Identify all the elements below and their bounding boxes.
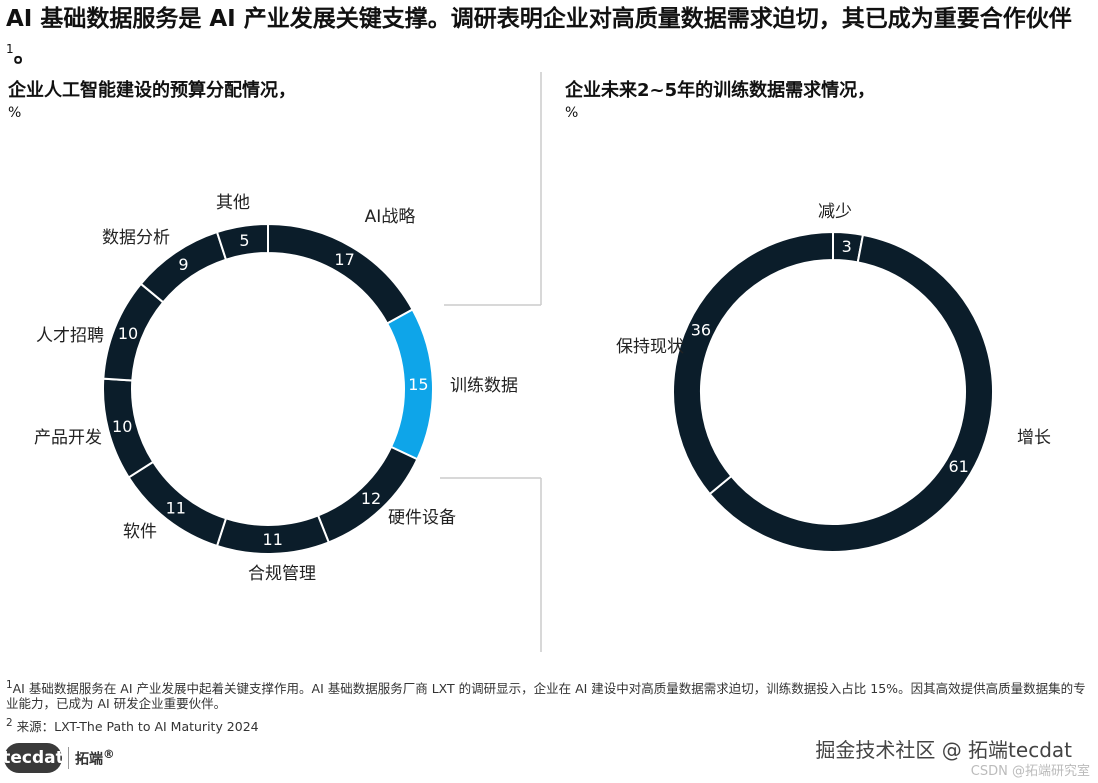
category-label-talent: 人才招聘	[36, 326, 104, 346]
category-label-maintain: 保持现状	[616, 337, 684, 357]
footnote-2-marker: 2	[6, 717, 13, 729]
value-label-hardware: 12	[361, 489, 381, 508]
value-label-compliance: 11	[263, 530, 283, 549]
value-label-ai-strategy: 17	[334, 250, 354, 269]
budget-chart-unit: %	[8, 105, 22, 121]
footnote-1-text: AI 基础数据服务在 AI 产业发展中起着关键支撑作用。AI 基础数据服务厂商 …	[6, 681, 1086, 712]
category-label-decrease: 减少	[818, 202, 852, 222]
watermark-main: 掘金技术社区 @ 拓端tecdat	[815, 738, 1072, 762]
category-label-compliance: 合规管理	[248, 564, 316, 584]
value-label-training-data: 15	[408, 375, 428, 394]
demand-donut-chart: 3 减少 61 增长 36 保持现状	[616, 202, 1051, 553]
demand-chart-title: 企业未来2~5年的训练数据需求情况，	[565, 80, 876, 101]
logo-mark: tecdat	[2, 743, 64, 773]
category-label-hardware: 硬件设备	[388, 508, 456, 528]
logo-divider	[68, 747, 69, 769]
page-title-text: AI 基础数据服务是 AI 产业发展关键支撑。调研表明企业对高质量数据需求迫切，…	[6, 6, 1072, 32]
budget-chart-title: 企业人工智能建设的预算分配情况，	[8, 80, 296, 101]
category-label-software: 软件	[123, 522, 157, 542]
slice-maintain	[672, 230, 834, 496]
value-label-decrease: 3	[842, 237, 852, 256]
footnote-1: 1AI 基础数据服务在 AI 产业发展中起着关键支撑作用。AI 基础数据服务厂商…	[6, 678, 1092, 711]
category-label-product-dev: 产品开发	[34, 428, 102, 448]
value-label-maintain: 36	[691, 320, 711, 339]
value-label-data-analysis: 9	[178, 255, 188, 274]
slice-ai-strategy	[267, 222, 414, 325]
value-label-talent: 10	[118, 324, 138, 343]
footnote-2: 2 来源：LXT-The Path to AI Maturity 2024	[6, 716, 259, 734]
panel-divider	[440, 72, 542, 652]
page-title-footnote-ref: 1	[6, 42, 14, 56]
value-label-software: 11	[166, 498, 186, 517]
footnote-1-marker: 1	[6, 679, 13, 691]
category-label-increase: 增长	[1017, 428, 1051, 448]
category-label-other: 其他	[216, 193, 250, 213]
category-label-data-analysis: 数据分析	[102, 228, 170, 248]
page-title: AI 基础数据服务是 AI 产业发展关键支撑。调研表明企业对高质量数据需求迫切，…	[6, 6, 1072, 68]
category-label-ai-strategy: AI战略	[365, 207, 416, 227]
value-label-increase: 61	[948, 457, 968, 476]
category-label-training-data: 训练数据	[450, 376, 518, 396]
budget-donut-chart: 17 AI战略 15 训练数据 12 硬件设备 11 合规管理 11 软件 10 产品开发 10 人才招聘…	[34, 193, 518, 584]
logo-name-text: 拓端	[75, 751, 103, 768]
slice-other	[215, 222, 269, 261]
value-label-other: 5	[239, 231, 249, 250]
brand-logo: tecdat 拓端®	[2, 743, 115, 773]
value-label-product-dev: 10	[112, 417, 132, 436]
logo-name: 拓端®	[75, 747, 115, 769]
watermark-sub: CSDN @拓端研究室	[970, 764, 1090, 779]
footnote-2-text: 来源：LXT-The Path to AI Maturity 2024	[16, 719, 259, 735]
slice-increase	[708, 233, 994, 553]
logo-registered-mark: ®	[103, 747, 115, 762]
demand-chart-unit: %	[565, 105, 579, 121]
